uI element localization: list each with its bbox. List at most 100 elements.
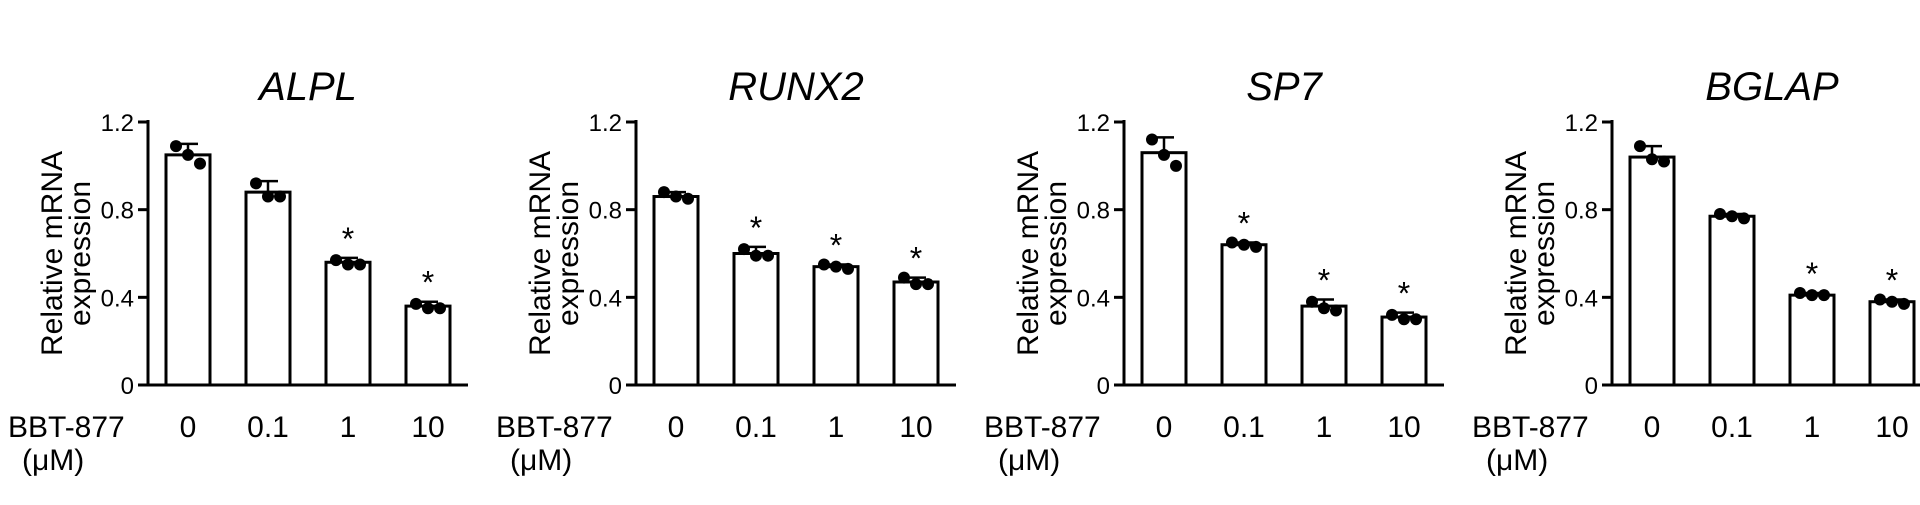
bar-0 xyxy=(1140,151,1188,387)
significance-mark: * xyxy=(1398,276,1410,312)
data-point xyxy=(1634,140,1646,153)
data-point xyxy=(342,258,354,271)
data-point xyxy=(1318,302,1330,315)
bar-0 xyxy=(1628,155,1676,387)
y-tick-label: 0.8 xyxy=(101,198,134,225)
data-point xyxy=(1330,304,1342,317)
y-axis-label: Relative mRNA xyxy=(1012,151,1045,356)
y-tick-label: 0.8 xyxy=(589,198,622,225)
x-tick-label: 1 xyxy=(340,411,357,444)
data-point xyxy=(1170,159,1182,172)
significance-mark: * xyxy=(342,221,354,257)
data-point xyxy=(410,297,422,310)
bar-10 xyxy=(404,304,452,387)
y-tick-label: 0.4 xyxy=(1077,285,1110,312)
data-point xyxy=(670,190,682,203)
data-point xyxy=(1238,238,1250,251)
x-tick-label: 1 xyxy=(1316,411,1333,444)
y-tick-label: 0 xyxy=(1585,373,1598,400)
data-point xyxy=(898,271,910,284)
y-axis-label: Relative mRNA xyxy=(36,151,69,356)
y-tick-label: 1.2 xyxy=(1565,110,1598,137)
chart-title: ALPL xyxy=(257,65,357,109)
data-point xyxy=(1146,133,1158,146)
bar-0.1 xyxy=(1708,214,1756,387)
significance-mark: * xyxy=(1886,263,1898,299)
y-tick-label: 1.2 xyxy=(1077,110,1110,137)
data-point xyxy=(1646,153,1658,166)
bar-1 xyxy=(812,265,860,387)
y-axis-label: Relative mRNA xyxy=(524,151,557,356)
data-point xyxy=(818,258,830,271)
treatment-label: BBT-877 xyxy=(984,411,1101,444)
unit-label: (μM) xyxy=(998,444,1060,477)
data-point xyxy=(1158,148,1170,161)
x-tick-label: 10 xyxy=(1387,411,1420,444)
data-point xyxy=(1398,313,1410,326)
significance-mark: * xyxy=(1318,263,1330,299)
bar-1 xyxy=(1788,293,1836,387)
data-point xyxy=(1806,289,1818,302)
x-tick-label: 0 xyxy=(180,411,197,444)
bar-0 xyxy=(652,195,700,387)
data-point xyxy=(1874,293,1886,306)
chart-title: BGLAP xyxy=(1705,65,1839,109)
x-tick-label: 0 xyxy=(1644,411,1661,444)
significance-mark: * xyxy=(422,265,434,301)
data-point xyxy=(354,258,366,271)
x-tick-label: 10 xyxy=(1875,411,1908,444)
y-tick-label: 0.8 xyxy=(1565,198,1598,225)
bar-0.1 xyxy=(732,252,780,387)
data-point xyxy=(922,278,934,291)
x-tick-label: 0.1 xyxy=(1711,411,1753,444)
unit-label: (μM) xyxy=(22,444,84,477)
data-point xyxy=(1886,295,1898,308)
data-point xyxy=(330,254,342,267)
data-point xyxy=(182,148,194,161)
data-point xyxy=(762,249,774,262)
y-tick-label: 0 xyxy=(121,373,134,400)
data-point xyxy=(658,186,670,199)
y-tick-label: 0.4 xyxy=(1565,285,1598,312)
x-tick-label: 1 xyxy=(1804,411,1821,444)
bar-1 xyxy=(1300,304,1348,387)
data-point xyxy=(1250,240,1262,253)
chart-title: RUNX2 xyxy=(728,65,864,109)
data-point xyxy=(910,278,922,291)
x-tick-label: 0.1 xyxy=(247,411,289,444)
y-tick-label: 1.2 xyxy=(589,110,622,137)
y-tick-label: 0 xyxy=(1097,373,1110,400)
treatment-label: BBT-877 xyxy=(8,411,125,444)
x-tick-label: 1 xyxy=(828,411,845,444)
y-axis-label: expression xyxy=(1040,181,1073,326)
significance-mark: * xyxy=(1806,256,1818,292)
y-tick-label: 0 xyxy=(609,373,622,400)
data-point xyxy=(1306,295,1318,308)
data-point xyxy=(842,262,854,275)
bar-10 xyxy=(1380,315,1428,387)
data-point xyxy=(1226,236,1238,249)
significance-mark: * xyxy=(750,210,762,246)
bar-0.1 xyxy=(244,190,292,387)
data-point xyxy=(274,190,286,203)
bar-10 xyxy=(1868,300,1916,387)
y-axis-label: expression xyxy=(552,181,585,326)
data-point xyxy=(194,157,206,170)
treatment-label: BBT-877 xyxy=(496,411,613,444)
data-point xyxy=(1658,155,1670,168)
x-tick-label: 0.1 xyxy=(735,411,777,444)
x-tick-label: 0 xyxy=(668,411,685,444)
x-tick-label: 0 xyxy=(1156,411,1173,444)
data-point xyxy=(750,249,762,262)
treatment-label: BBT-877 xyxy=(1472,411,1589,444)
y-tick-label: 1.2 xyxy=(101,110,134,137)
y-tick-label: 0.8 xyxy=(1077,198,1110,225)
data-point xyxy=(1898,297,1910,310)
bar-0 xyxy=(164,153,212,387)
data-point xyxy=(250,177,262,190)
data-point xyxy=(738,243,750,256)
chart-title: SP7 xyxy=(1246,65,1323,109)
